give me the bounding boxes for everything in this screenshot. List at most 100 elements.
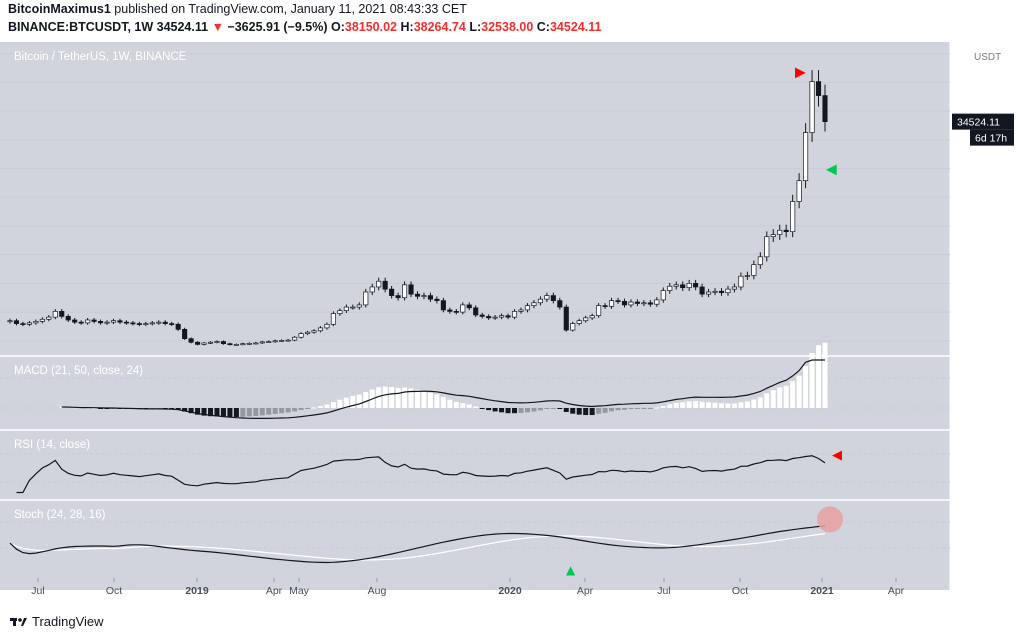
x-tick-label: Jul [31,585,44,597]
candle-body [680,284,686,289]
candle [246,342,252,345]
candle [136,321,142,327]
price-tick-label: 12000.00 [964,278,1008,290]
candle [602,303,608,309]
candle [91,318,97,324]
candle-body [259,341,265,344]
high-value: 38264.74 [413,20,466,34]
last-price-tag [952,113,1014,130]
candle [725,285,731,296]
macd-histogram-bar [744,401,750,408]
candle-body [621,300,628,306]
macd-histogram-bar [466,404,472,408]
macd-histogram-bar [563,408,569,412]
x-tick-label: Apr [577,585,594,597]
candle [33,319,39,325]
candle-body [466,304,472,309]
candle-body [706,291,712,295]
macd-histogram-bar [524,408,530,413]
candle-body [803,132,809,182]
candle-body [608,300,615,307]
candle-body [7,320,13,323]
stoch-tick-label: 80.00 [964,517,990,529]
macd-histogram-bar [363,392,369,408]
candle-body [188,338,194,343]
candle-body [718,290,725,294]
candle [440,297,446,313]
candle-body [220,341,227,345]
indicators [9,342,828,564]
macd-histogram-bar [621,408,627,410]
price-tick-label: 44000.00 [964,49,1008,61]
macd-histogram-bar [647,408,653,409]
x-tick-label: 2019 [185,585,209,597]
candle [667,282,673,294]
candle [809,70,815,143]
candle-body [511,311,518,318]
candle-body [673,284,679,287]
chart-area[interactable]: 4000.00 8000.00 12000.00 16000.00 20000.00 24… [0,38,1024,608]
candle-body [382,280,388,290]
candle [363,288,369,308]
candle-body [59,311,65,317]
candle-body [98,321,104,324]
macd-histogram-bar [91,407,97,409]
author-name[interactable]: BitcoinMaximus1 [8,2,111,16]
candle-body [156,321,162,324]
candle [796,173,802,209]
publish-info: BitcoinMaximus1 published on TradingView… [8,2,467,16]
candle-body [421,295,427,297]
candle-body [570,323,576,331]
candle-body [589,315,595,319]
candle [557,297,563,310]
candle [479,312,485,319]
candle [98,319,104,325]
macd-histogram-bar [343,397,349,408]
main-chart-title: Bitcoin / TetherUS, 1W, BINANCE [14,51,187,63]
macd-histogram-bar [395,387,401,408]
candle [822,84,828,132]
macd-histogram-bar [531,408,537,412]
macd-histogram-bar [609,408,615,412]
candle-body [292,336,298,341]
gridlines [0,42,951,590]
candle [764,231,770,262]
macd-histogram-bar [602,408,608,413]
candle [343,304,349,314]
countdown-label: 6d 17h [975,133,1007,145]
candle-body [214,341,220,343]
candle-body [85,319,91,324]
down-triangle-icon: ▼ [211,20,224,34]
candlestick-series [7,70,828,346]
price-tick-label: 28000.00 [964,163,1008,175]
candle [499,313,505,320]
candle [408,281,414,298]
candle-body [52,311,58,318]
tradingview-footer[interactable]: TradingView [10,614,104,629]
macd-histogram-bar [389,387,395,408]
candle-body [725,288,731,294]
candle [207,341,214,345]
candle [143,321,149,327]
candle [770,229,776,243]
candle-body [615,300,621,302]
candle [576,318,582,326]
macd-histogram-bar [770,390,776,408]
candle [188,337,194,344]
candle-body [563,306,569,331]
macd-histogram-bar [654,407,660,409]
candle [608,297,615,309]
macd-histogram-bar [246,408,252,417]
buy-signal-marker: ◀ [826,161,837,177]
rsi-tick-label: 80.00 [964,449,990,461]
candle-body [311,330,317,333]
x-tick-label: 2021 [810,585,834,597]
candle-body [123,321,129,324]
low-value: 32538.00 [481,20,534,34]
candle [421,292,427,300]
macd-histogram-bar [712,402,718,408]
candle-body [796,180,802,202]
candle-body [110,320,117,323]
candle [59,309,65,319]
candle-body [583,317,589,322]
